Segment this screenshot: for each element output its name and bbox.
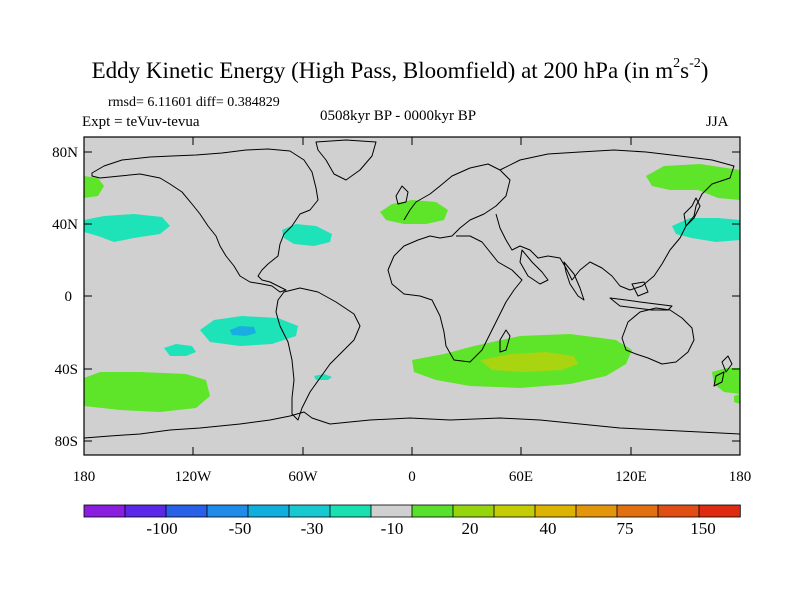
coast-indonesia	[609, 281, 673, 311]
lon-label-0: 0	[408, 469, 416, 485]
colorbar-swatch	[575, 504, 618, 518]
colorbar-swatch	[534, 504, 577, 518]
colorbar-swatch	[657, 504, 700, 518]
lat-labels: 80N 40N 0 40S 80S	[52, 145, 78, 450]
season-label: JJA	[706, 114, 729, 130]
colorbar-swatch	[329, 504, 372, 518]
lat-label-40s: 40S	[55, 362, 78, 378]
lon-label-60e: 60E	[509, 469, 533, 485]
coast-south-america	[275, 287, 361, 421]
shade-green-npac-east	[646, 164, 740, 200]
map-title: Eddy Kinetic Energy (High Pass, Bloomfie…	[91, 56, 709, 83]
coast-arabia-india	[519, 249, 585, 301]
shade-green-sopac	[84, 372, 210, 412]
shade-cyan-nwpac	[672, 218, 740, 242]
colorbar-swatch	[124, 504, 167, 518]
coast-japan	[683, 197, 701, 227]
lat-label-80s: 80S	[55, 434, 78, 450]
shade-green-europe	[380, 200, 448, 224]
lon-label-60w: 60W	[288, 469, 318, 485]
lat-label-40n: 40N	[52, 217, 78, 233]
coast-new-zealand	[713, 355, 733, 387]
colorbar-swatch	[206, 504, 249, 518]
rmsd-diff-text: rmsd= 6.11601 diff= 0.384829	[108, 95, 280, 110]
coast-north-america	[91, 148, 319, 293]
colorbar-label-1: -50	[229, 519, 252, 538]
colorbar-label-3: -10	[381, 519, 404, 538]
coast-madagascar	[499, 329, 511, 353]
colorbar-label-0: -100	[146, 519, 177, 538]
coast-asia	[495, 149, 735, 291]
experiment-label: Expt = teVuv-tevua	[82, 114, 200, 130]
coast-uk	[395, 185, 409, 205]
colorbar-label-7: 150	[690, 519, 716, 538]
coast-australia	[621, 307, 695, 365]
colorbar-swatch	[411, 504, 454, 518]
shade-yellowgreen-sindian-core	[480, 352, 578, 372]
colorbar-swatch	[165, 504, 208, 518]
shade-cyan-npac	[84, 214, 170, 242]
shade-cyan-satl-small	[314, 374, 332, 380]
colorbar-label-2: -30	[301, 519, 324, 538]
shade-blue-spac-core	[230, 326, 256, 336]
colorbar-swatch	[247, 504, 290, 518]
lat-label-0: 0	[65, 289, 73, 305]
colorbar-swatch	[616, 504, 659, 518]
lon-label-180e: 180	[729, 469, 752, 485]
lat-label-80n: 80N	[52, 145, 78, 161]
colorbar-label-5: 40	[540, 519, 557, 538]
lon-label-120w: 120W	[175, 469, 213, 485]
lon-labels: 180 120W 60W 0 60E 120E 180	[73, 469, 752, 485]
lat-ticks	[84, 136, 740, 442]
colorbar-label-6: 75	[617, 519, 634, 538]
colorbar-labels: -100 -50 -30 -10 20 40 75 150	[146, 519, 715, 538]
shade-green-swpac-small	[734, 394, 740, 404]
lon-ticks	[83, 137, 632, 455]
colorbar	[83, 504, 741, 518]
colorbar-swatch	[493, 504, 536, 518]
anomaly-shading	[84, 164, 740, 412]
colorbar-swatch	[288, 504, 331, 518]
colorbar-swatch	[452, 504, 495, 518]
shade-green-npac-west	[84, 176, 104, 198]
coastlines	[84, 139, 740, 439]
period-label: 0508kyr BP - 0000kyr BP	[320, 108, 477, 124]
shade-cyan-spac-small	[164, 344, 196, 356]
coast-eurafrica	[387, 163, 523, 363]
coast-greenland	[315, 139, 377, 181]
lon-label-120e: 120E	[615, 469, 647, 485]
coast-antarctica	[84, 411, 740, 439]
lon-label-180w: 180	[73, 469, 96, 485]
colorbar-label-4: 20	[462, 519, 479, 538]
colorbar-swatch	[370, 504, 413, 518]
shade-cyan-namerica	[282, 224, 332, 246]
colorbar-swatch	[698, 504, 741, 518]
colorbar-swatch	[83, 504, 126, 518]
